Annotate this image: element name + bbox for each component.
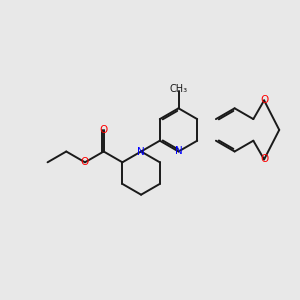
Text: CH₃: CH₃ <box>169 84 188 94</box>
Text: O: O <box>260 154 268 164</box>
Text: N: N <box>175 146 182 157</box>
Text: O: O <box>100 125 108 135</box>
Text: O: O <box>81 157 89 167</box>
Text: O: O <box>260 95 268 105</box>
Text: N: N <box>137 146 145 157</box>
